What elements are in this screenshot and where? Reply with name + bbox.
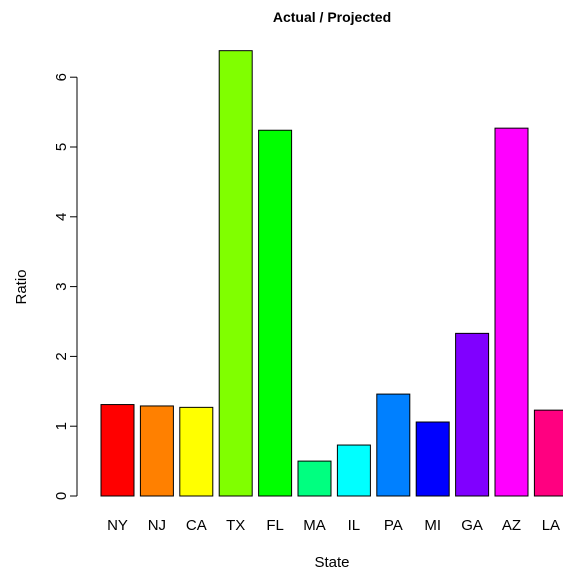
bar-nj [139, 405, 174, 497]
y-axis: 0 1 2 3 4 5 6 [53, 73, 78, 500]
bar-il [336, 444, 371, 497]
bar-la [533, 409, 563, 497]
bar-ma [297, 460, 332, 497]
y-tick-label: 0 [53, 492, 70, 500]
x-tick-label: IL [348, 517, 361, 534]
x-tick-label: NJ [148, 517, 166, 534]
x-tick-label: PA [384, 517, 403, 534]
y-tick-label: 5 [53, 143, 70, 151]
bar-fl [258, 129, 293, 497]
x-tick-label: TX [226, 517, 245, 534]
y-axis-label: Ratio [13, 269, 30, 304]
bar-mi [415, 421, 450, 497]
x-tick-label: GA [461, 517, 483, 534]
y-tick-label: 2 [53, 352, 70, 360]
bar-ga [455, 332, 490, 497]
bar-pa [376, 393, 411, 497]
x-tick-labels: NY NJ CA TX FL MA IL PA MI GA AZ LA [107, 517, 560, 534]
bar-ny [100, 404, 135, 497]
x-tick-label: MA [303, 517, 326, 534]
x-tick-label: AZ [502, 517, 521, 534]
y-tick-label: 1 [53, 422, 70, 430]
bars-group [100, 50, 563, 497]
x-tick-label: FL [266, 517, 284, 534]
y-tick-label: 3 [53, 282, 70, 290]
x-tick-label: NY [107, 517, 128, 534]
bar-tx [218, 50, 253, 497]
chart-title: Actual / Projected [273, 9, 391, 25]
y-tick-label: 6 [53, 73, 70, 81]
x-axis-label: State [314, 554, 349, 568]
x-tick-label: LA [542, 517, 560, 534]
x-tick-label: MI [424, 517, 441, 534]
bar-az [494, 127, 529, 497]
x-tick-label: CA [186, 517, 207, 534]
y-tick-label: 4 [53, 213, 70, 221]
bar-ca [179, 406, 214, 497]
